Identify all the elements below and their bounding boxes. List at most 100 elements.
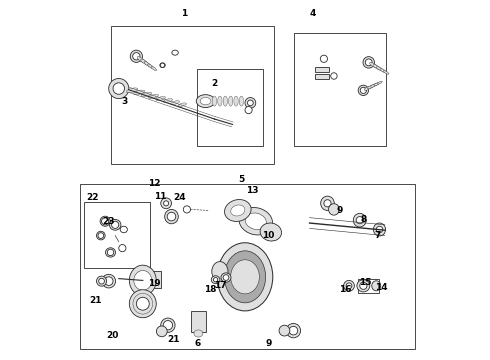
Ellipse shape [374, 82, 380, 86]
Circle shape [136, 297, 149, 310]
Ellipse shape [279, 325, 290, 336]
Ellipse shape [217, 243, 273, 311]
Ellipse shape [211, 276, 220, 284]
Text: 6: 6 [195, 339, 201, 348]
Text: 14: 14 [375, 283, 388, 292]
Ellipse shape [200, 98, 211, 105]
Ellipse shape [364, 86, 372, 90]
Ellipse shape [234, 96, 238, 106]
Ellipse shape [228, 96, 233, 106]
Circle shape [109, 78, 129, 99]
Ellipse shape [224, 199, 251, 221]
Circle shape [331, 73, 337, 79]
Text: 21: 21 [89, 296, 101, 305]
Ellipse shape [212, 262, 228, 281]
Ellipse shape [133, 293, 153, 314]
Circle shape [247, 100, 253, 106]
Bar [294, 33, 386, 146]
Text: 5: 5 [238, 175, 245, 184]
Ellipse shape [144, 62, 151, 67]
Circle shape [164, 201, 169, 206]
Ellipse shape [163, 99, 172, 103]
Circle shape [98, 278, 104, 284]
Circle shape [113, 83, 124, 94]
Ellipse shape [245, 213, 267, 230]
Ellipse shape [151, 67, 157, 71]
Text: 3: 3 [121, 96, 127, 105]
Circle shape [245, 107, 252, 114]
Ellipse shape [357, 280, 370, 292]
Ellipse shape [368, 85, 374, 89]
Ellipse shape [126, 88, 138, 93]
Bar [358, 279, 379, 293]
Ellipse shape [178, 103, 186, 107]
Ellipse shape [109, 220, 121, 230]
Circle shape [365, 59, 372, 66]
Ellipse shape [147, 64, 154, 69]
Circle shape [104, 277, 113, 285]
Ellipse shape [320, 196, 334, 211]
Ellipse shape [156, 96, 166, 100]
Ellipse shape [212, 96, 217, 106]
Ellipse shape [119, 244, 126, 252]
Ellipse shape [221, 273, 231, 282]
Ellipse shape [160, 63, 165, 68]
Circle shape [324, 200, 331, 207]
Bar [315, 74, 329, 79]
Circle shape [167, 212, 176, 221]
Text: 22: 22 [86, 193, 99, 202]
Text: 8: 8 [360, 215, 367, 224]
Ellipse shape [260, 223, 282, 241]
Ellipse shape [383, 71, 389, 74]
Circle shape [346, 283, 352, 289]
Ellipse shape [97, 276, 107, 286]
Ellipse shape [380, 69, 386, 73]
Ellipse shape [165, 210, 178, 224]
Ellipse shape [372, 281, 381, 291]
Ellipse shape [97, 231, 105, 240]
Ellipse shape [239, 207, 272, 235]
Ellipse shape [156, 326, 167, 337]
Circle shape [161, 198, 171, 209]
Ellipse shape [377, 81, 382, 84]
Ellipse shape [161, 318, 175, 332]
Ellipse shape [369, 63, 378, 68]
Ellipse shape [172, 50, 178, 55]
Text: 23: 23 [102, 217, 114, 226]
Ellipse shape [286, 323, 300, 338]
Text: 9: 9 [337, 206, 343, 215]
Text: 20: 20 [106, 332, 119, 341]
Circle shape [223, 275, 229, 280]
Text: 18: 18 [204, 285, 217, 294]
Ellipse shape [129, 290, 156, 318]
Ellipse shape [194, 330, 203, 337]
Circle shape [320, 55, 327, 62]
Ellipse shape [129, 265, 156, 296]
Circle shape [214, 278, 218, 282]
Bar [80, 184, 416, 348]
Ellipse shape [148, 94, 159, 99]
Circle shape [360, 282, 367, 289]
Text: 15: 15 [359, 278, 371, 287]
Ellipse shape [370, 84, 377, 87]
Circle shape [112, 221, 119, 228]
Ellipse shape [141, 59, 148, 65]
Circle shape [245, 98, 256, 108]
Circle shape [160, 63, 165, 67]
Circle shape [130, 50, 143, 62]
Ellipse shape [231, 205, 245, 216]
Text: 21: 21 [168, 335, 180, 344]
Ellipse shape [376, 67, 383, 71]
Ellipse shape [134, 271, 152, 290]
Ellipse shape [120, 226, 127, 233]
Bar [196, 69, 263, 146]
Ellipse shape [239, 96, 244, 106]
Text: 10: 10 [262, 231, 274, 240]
Bar [111, 26, 274, 164]
Ellipse shape [329, 204, 339, 215]
Circle shape [356, 217, 364, 224]
Bar [191, 311, 205, 332]
Text: 24: 24 [173, 193, 186, 202]
Text: 1: 1 [181, 9, 187, 18]
Circle shape [363, 57, 374, 68]
